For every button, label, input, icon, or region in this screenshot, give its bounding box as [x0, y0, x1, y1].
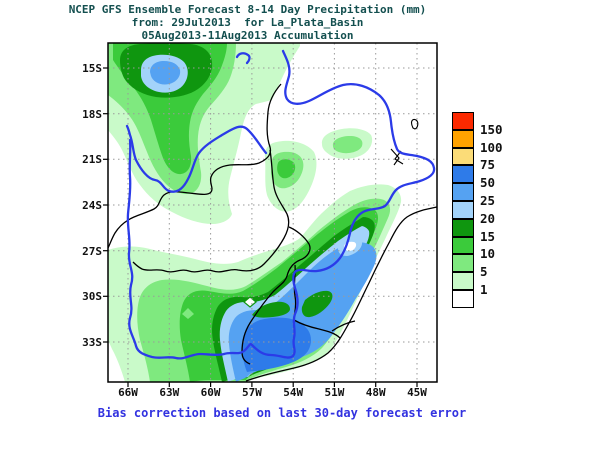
map-frame — [107, 42, 438, 383]
legend-level-label: 100 — [480, 139, 503, 155]
lat-label: 18S — [82, 107, 102, 121]
legend-level-label: 150 — [480, 121, 503, 137]
legend-level-label: 75 — [480, 157, 496, 173]
legend-swatch — [452, 272, 474, 290]
title-line-2: from: 29Jul2013 for La_Plata_Basin — [131, 16, 364, 29]
gridlines — [108, 43, 437, 382]
lon-label: 66W — [118, 386, 138, 399]
title-line-1: NCEP GFS Ensemble Forecast 8-14 Day Prec… — [68, 3, 427, 16]
country-borders — [108, 83, 437, 382]
axis-ticks — [103, 67, 418, 387]
lon-label: 60W — [200, 386, 221, 399]
legend-level-label: 50 — [480, 175, 496, 191]
legend-swatch — [452, 147, 474, 166]
legend-level-label: 20 — [480, 210, 496, 226]
lon-label: 63W — [159, 386, 180, 399]
legend-swatch — [452, 236, 474, 255]
legend-level-label: 10 — [480, 246, 496, 262]
legend-level-label: 15 — [480, 228, 496, 244]
legend-swatch — [452, 129, 474, 148]
legend-swatch — [452, 254, 474, 273]
legend-swatch — [452, 201, 474, 219]
lon-label: 51W — [324, 386, 345, 399]
lat-label: 27S — [82, 244, 102, 258]
bias-caption: Bias correction based on last 30-day for… — [97, 406, 467, 420]
lon-label: 57W — [241, 386, 262, 399]
legend-swatch — [452, 183, 474, 201]
coastal-lagoons — [390, 118, 419, 166]
title-line-3: 05Aug2013-11Aug2013 Accumulation — [141, 29, 354, 42]
legend-level-label: 1 — [480, 282, 488, 297]
lon-label: 48W — [365, 386, 386, 399]
legend-swatch — [452, 218, 474, 237]
basin-outline — [125, 49, 436, 360]
legend-swatch — [452, 165, 474, 184]
legend-swatch — [452, 112, 474, 130]
lat-label: 24S — [82, 199, 102, 212]
legend-level-label: 5 — [480, 264, 488, 280]
lon-label: 45W — [407, 386, 427, 399]
lon-label: 54W — [283, 386, 304, 399]
lat-label: 30S — [82, 290, 102, 304]
coastline — [245, 206, 437, 382]
lat-label: 15S — [82, 62, 102, 75]
legend-swatch — [452, 290, 474, 308]
lat-label: 21S — [82, 153, 102, 167]
legend-level-label: 25 — [480, 193, 496, 208]
lat-label: 33S — [82, 336, 102, 349]
precipitation-shading — [108, 43, 402, 382]
